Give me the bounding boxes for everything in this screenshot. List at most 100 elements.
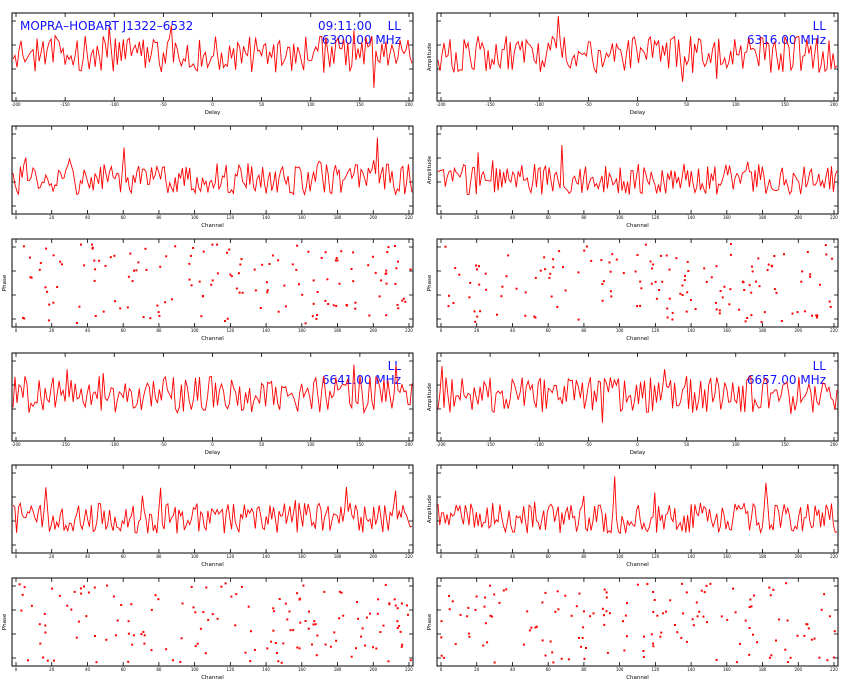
x-tick-label: 160 <box>298 215 306 220</box>
phase-point <box>265 281 268 284</box>
phase-point <box>622 620 624 623</box>
phase-point <box>22 316 24 319</box>
phase-point <box>796 634 799 637</box>
x-tick-label: 80 <box>581 328 587 333</box>
x-axis-label: Channel <box>201 336 224 342</box>
phase-point <box>729 253 732 256</box>
x-tick-label: 50 <box>684 102 690 107</box>
phase-point <box>216 272 219 275</box>
phase-point <box>815 314 818 317</box>
phase-point <box>735 661 738 664</box>
phase-point <box>345 304 348 306</box>
phase-point <box>354 301 357 304</box>
phase-point <box>710 276 713 279</box>
phase-point <box>235 287 238 290</box>
phase-point <box>270 640 273 643</box>
phase-point <box>75 322 78 324</box>
x-tick-label: 150 <box>356 442 364 447</box>
x-tick-label: 0 <box>636 102 639 107</box>
phase-point <box>828 615 831 618</box>
phase-point <box>650 282 653 285</box>
phase-point <box>131 280 134 283</box>
plot-frame <box>436 125 839 215</box>
phase-point <box>550 295 553 298</box>
phase-point <box>668 297 671 300</box>
phase-point <box>726 618 729 621</box>
phase-point <box>387 246 390 249</box>
phase-point <box>158 314 161 317</box>
x-tick-label: 200 <box>369 215 377 220</box>
phase-point <box>397 307 400 310</box>
phase-point <box>52 254 55 257</box>
phase-point <box>652 263 655 266</box>
phase-point <box>308 610 310 613</box>
plot-frame <box>11 464 414 554</box>
plot-panel-p2: -200 -150 -100 -50 0 50 100 150 200 Delay Amplitud… <box>427 12 839 116</box>
phase-point <box>205 586 208 589</box>
phase-point <box>226 251 228 254</box>
phase-point <box>42 656 45 659</box>
phase-point <box>729 243 732 246</box>
plot-panel-p3: 0 20 40 60 80 100 120 140 160 180 200 220 Channel <box>11 125 414 229</box>
plot-panel-p4: 0 20 40 60 80 100 120 140 160 180 200 220 Channel Amp… <box>427 125 839 229</box>
phase-point <box>715 658 718 661</box>
phase-point <box>126 306 129 309</box>
phase-point <box>23 586 26 589</box>
phase-point <box>669 599 672 602</box>
phase-point <box>334 259 337 262</box>
phase-point <box>680 636 683 639</box>
phase-point <box>299 597 302 600</box>
phase-point <box>608 612 611 615</box>
phase-point <box>551 651 554 654</box>
phase-point <box>311 643 313 646</box>
phase-point <box>746 317 749 319</box>
phase-point <box>277 660 280 663</box>
plot-panel-p10: 0 20 40 60 80 100 120 140 160 180 200 220 Channel Amp… <box>427 464 839 568</box>
phase-point <box>211 613 214 616</box>
phase-point <box>748 653 751 656</box>
x-tick-label: 160 <box>723 554 731 559</box>
x-tick-label: 220 <box>830 215 838 220</box>
phase-point <box>380 279 383 282</box>
panel-annotation: 6300.00 MHz <box>322 33 401 47</box>
phase-point <box>39 642 42 645</box>
x-tick-label: 80 <box>156 215 162 220</box>
phase-point <box>80 243 82 246</box>
phase-point <box>498 601 501 604</box>
phase-point <box>742 281 745 284</box>
phase-point <box>274 642 277 644</box>
phase-point <box>399 630 402 633</box>
x-tick-label: 120 <box>652 215 660 220</box>
plot-frame <box>11 577 414 667</box>
phase-point <box>316 314 319 316</box>
phase-point <box>127 620 130 623</box>
phase-point <box>116 619 119 622</box>
phase-point <box>340 591 343 594</box>
amplitude-trace <box>12 486 413 534</box>
x-tick-label: 0 <box>15 328 18 333</box>
phase-point <box>239 263 242 266</box>
phase-point <box>56 286 59 288</box>
panel-annotation: 6657.00 MHz <box>747 373 826 387</box>
phase-point <box>468 296 471 299</box>
phase-point <box>400 602 403 605</box>
phase-point <box>398 625 401 627</box>
phase-point <box>361 627 364 630</box>
phase-point <box>192 606 195 609</box>
phase-point <box>554 610 557 613</box>
phase-point <box>522 643 525 646</box>
x-tick-label: 20 <box>474 328 480 333</box>
phase-point <box>755 280 758 283</box>
phase-point <box>94 635 96 637</box>
phase-point <box>327 303 330 305</box>
phase-point <box>94 268 97 271</box>
phase-point <box>296 244 299 247</box>
phase-point <box>468 635 471 638</box>
x-tick-label: 40 <box>85 667 91 672</box>
phase-point <box>654 280 657 283</box>
phase-point <box>401 299 404 302</box>
phase-point <box>723 285 726 288</box>
phase-point <box>575 605 578 608</box>
phase-point <box>651 267 654 270</box>
